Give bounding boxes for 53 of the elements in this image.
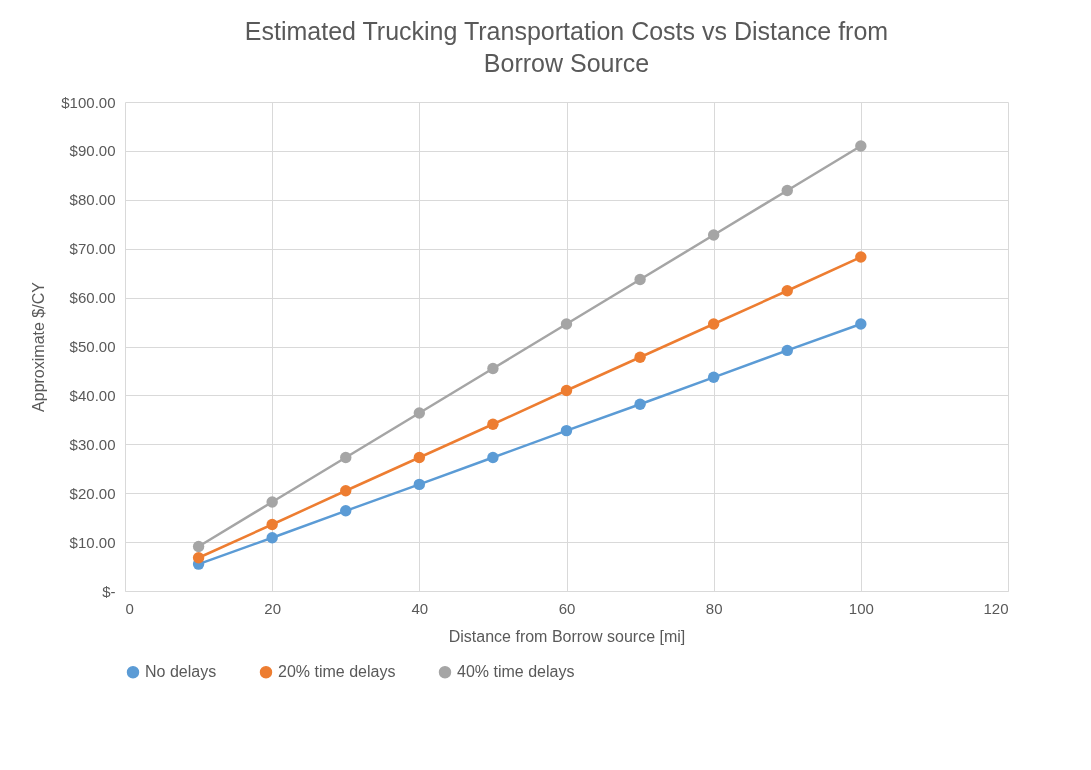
- x-axis-title: Distance from Borrow source [mi]: [448, 627, 686, 645]
- point: [340, 451, 352, 464]
- point: [634, 398, 646, 410]
- point: [560, 424, 573, 437]
- point: [560, 318, 573, 330]
- point: [781, 285, 793, 297]
- y-tick-label: $30.00: [69, 435, 116, 453]
- x-tick-label: 60: [558, 599, 576, 617]
- x-tick-label: 100: [848, 599, 874, 617]
- point: [487, 362, 499, 375]
- point: [266, 518, 278, 531]
- point: [266, 496, 278, 508]
- point: [413, 407, 426, 419]
- x-tick-label: 20: [264, 599, 282, 617]
- x-tick-label: 40: [411, 599, 429, 617]
- x-tick-label: 120: [983, 599, 1009, 617]
- point: [192, 552, 205, 564]
- y-tick-label: $20.00: [69, 484, 116, 502]
- point: [707, 229, 720, 241]
- point: [855, 318, 867, 330]
- point: [634, 273, 646, 286]
- y-tick-label: $-: [102, 582, 116, 600]
- point: [487, 418, 499, 430]
- y-axis-title: Approximate $/CY: [30, 281, 48, 412]
- y-tick-label: $10.00: [69, 533, 116, 551]
- point: [707, 318, 720, 330]
- y-tick-label: $40.00: [69, 386, 116, 404]
- point: [781, 344, 793, 357]
- y-tick-label: $60.00: [69, 289, 116, 307]
- point: [413, 478, 426, 491]
- legend-label: 40% time delays: [457, 663, 575, 681]
- point: [781, 184, 793, 197]
- legend-label: No delays: [145, 663, 217, 681]
- point: [340, 485, 352, 497]
- point: [487, 451, 499, 464]
- point: [707, 371, 720, 383]
- y-tick-label: $70.00: [69, 240, 116, 258]
- y-tick-label: $90.00: [69, 142, 116, 160]
- point: [855, 251, 867, 263]
- point: [266, 532, 278, 544]
- y-tick-label: $100.00: [61, 93, 116, 111]
- point: [634, 351, 646, 363]
- point: [413, 451, 426, 464]
- point: [560, 384, 573, 397]
- y-tick-label: $50.00: [69, 338, 116, 355]
- x-tick-label: 0: [125, 599, 134, 617]
- point: [192, 540, 205, 553]
- y-tick-label: $80.00: [69, 191, 116, 209]
- point: [340, 505, 352, 517]
- point: [855, 140, 867, 152]
- x-tick-label: 80: [705, 599, 723, 617]
- legend-label: 20% time delays: [278, 663, 396, 681]
- chart-title: Estimated Trucking Transportation Costs vs Distance from Borrow Source: [244, 17, 889, 77]
